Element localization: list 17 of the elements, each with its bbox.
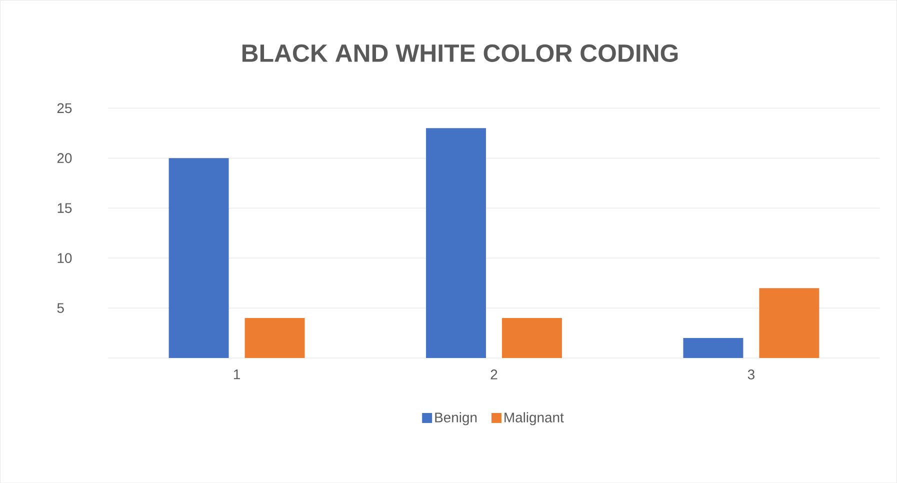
- bar: [426, 128, 486, 358]
- bar: [683, 338, 744, 358]
- y-tick-label: 20: [57, 153, 72, 163]
- legend-label: Benign: [435, 412, 477, 426]
- bar: [244, 318, 305, 358]
- y-tick-label: 15: [58, 203, 72, 213]
- legend-label: Malignant: [504, 412, 564, 426]
- y-tick-label: 10: [58, 253, 72, 263]
- x-tick-label: 2: [490, 369, 498, 380]
- bar: [502, 318, 562, 358]
- x-tick-label: 3: [748, 369, 754, 380]
- bar: [168, 158, 229, 358]
- chart-title: BLACK AND WHITE COLOR CODING: [242, 44, 678, 62]
- x-tick-label: 1: [234, 369, 240, 380]
- y-tick-label: 25: [57, 103, 72, 114]
- bar: [759, 288, 820, 358]
- y-tick-label: 5: [57, 303, 64, 313]
